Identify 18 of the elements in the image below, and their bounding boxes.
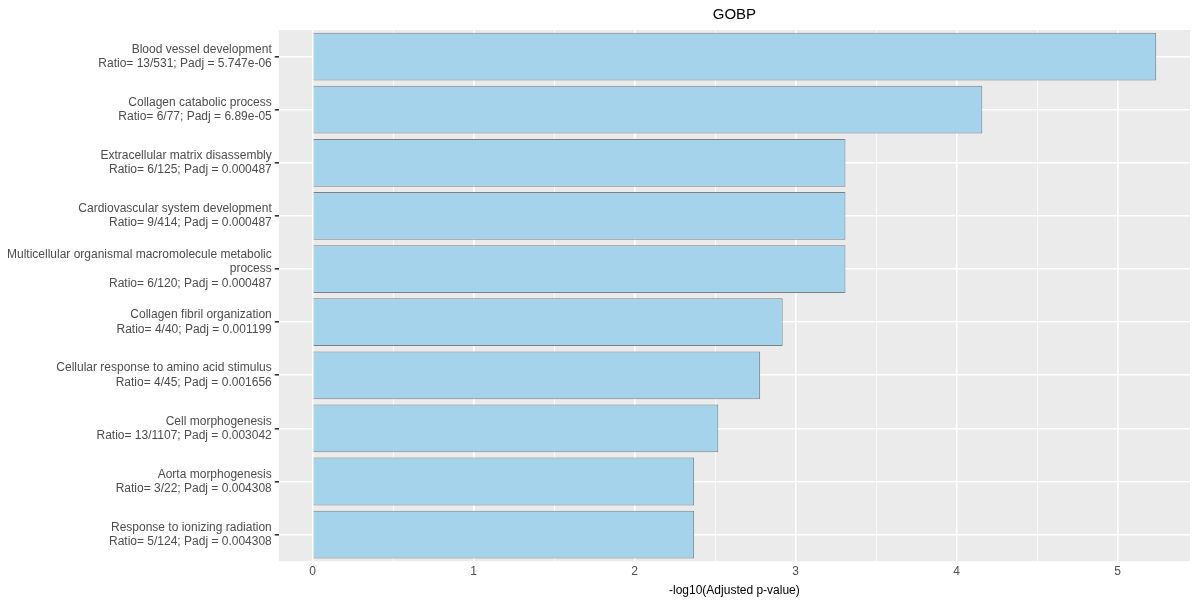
y-tick-label: Cellular response to amino acid stimulus Ratio= 4/45; Padj = 0.001656: [56, 360, 273, 389]
y-tick-label: Cardiovascular system development Ratio= 9/414; Padj = 0.000487: [78, 201, 273, 230]
x-axis-title: -log10(Adjusted p-value): [669, 583, 800, 598]
y-tick-label: Collagen fibril organization Ratio= 4/40; Padj = 0.001199: [116, 307, 273, 336]
y-tick-label: Collagen catabolic process Ratio= 6/77; Padj = 6.89e-05: [118, 94, 273, 124]
x-tick-label: 5: [1114, 563, 1122, 578]
x-tick-label: 0: [309, 563, 317, 578]
y-tick-label: Cell morphogenesis Ratio= 13/1107; Padj = 0.003042: [96, 413, 273, 442]
y-tick-label: Multicellular organismal macromolecule metabolic process Ratio= 6/120; Padj = 0.000487: [6, 246, 273, 290]
y-tick-label: Aorta morphogenesis Ratio= 3/22; Padj = 0.004308: [115, 466, 273, 496]
x-tick-label: 2: [631, 563, 639, 578]
x-tick-label: 3: [792, 563, 800, 578]
y-tick-label: Blood vessel development Ratio= 13/531; Padj = 5.747e-06: [98, 41, 273, 71]
x-tick-label: 4: [953, 563, 961, 578]
y-tick-label: Response to ionizing radiation Ratio= 5/124; Padj = 0.004308: [108, 519, 273, 549]
x-tick-label: 1: [470, 563, 478, 578]
y-tick-label: Extracellular matrix disassembly Ratio= 6/125; Padj = 0.000487: [100, 147, 273, 177]
chart-title: GOBP: [712, 5, 757, 23]
